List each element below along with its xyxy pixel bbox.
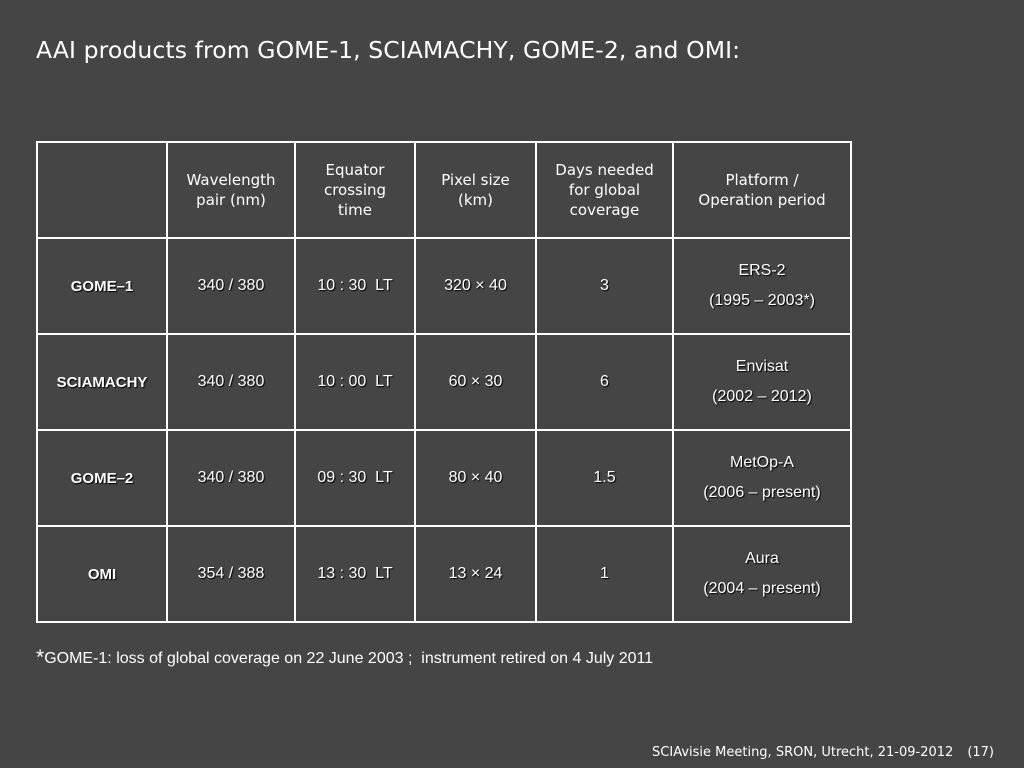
- platform-name: ERS-2: [738, 262, 786, 279]
- header-platform: Platform / Operation period: [672, 141, 852, 239]
- operation-period: (2004 – present): [703, 580, 821, 597]
- platform-cell: Envisat (2002 – 2012): [672, 333, 852, 431]
- page-number: (17): [967, 745, 994, 760]
- table-row: OMI 354 / 388 13 : 30 LT 13 × 24 1 Aura …: [36, 525, 852, 623]
- slide-title: AAI products from GOME-1, SCIAMACHY, GOM…: [36, 36, 741, 64]
- wavelength-value: 340 / 380: [166, 333, 296, 431]
- days-value: 6: [535, 333, 674, 431]
- days-value: 3: [535, 237, 674, 335]
- header-wavelength: Wavelength pair (nm): [166, 141, 296, 239]
- table-row: GOME–2 340 / 380 09 : 30 LT 80 × 40 1.5 …: [36, 429, 852, 527]
- equator-time-value: 13 : 30 LT: [294, 525, 416, 623]
- pixel-size-value: 80 × 40: [414, 429, 537, 527]
- meeting-info: SCIAvisie Meeting, SRON, Utrecht, 21-09-…: [652, 745, 954, 760]
- header-days-needed: Days needed for global coverage: [535, 141, 674, 239]
- operation-period: (1995 – 2003*): [709, 292, 815, 309]
- table-row: GOME–1 340 / 380 10 : 30 LT 320 × 40 3 E…: [36, 237, 852, 335]
- footnote: *GOME-1: loss of global coverage on 22 J…: [36, 646, 653, 670]
- wavelength-value: 340 / 380: [166, 429, 296, 527]
- table-row: SCIAMACHY 340 / 380 10 : 00 LT 60 × 30 6…: [36, 333, 852, 431]
- wavelength-value: 354 / 388: [166, 525, 296, 623]
- instrument-name: GOME–2: [36, 429, 168, 527]
- pixel-size-value: 320 × 40: [414, 237, 537, 335]
- equator-time-value: 10 : 30 LT: [294, 237, 416, 335]
- equator-time-value: 09 : 30 LT: [294, 429, 416, 527]
- pixel-size-value: 13 × 24: [414, 525, 537, 623]
- header-empty-cell: [36, 141, 168, 239]
- days-value: 1.5: [535, 429, 674, 527]
- footnote-marker: *: [36, 646, 45, 669]
- aai-products-table: Wavelength pair (nm) Equator crossing ti…: [36, 141, 852, 623]
- instrument-name: GOME–1: [36, 237, 168, 335]
- wavelength-value: 340 / 380: [166, 237, 296, 335]
- slide-footer: SCIAvisie Meeting, SRON, Utrecht, 21-09-…: [652, 745, 994, 760]
- header-equator-time: Equator crossing time: [294, 141, 416, 239]
- platform-cell: Aura (2004 – present): [672, 525, 852, 623]
- platform-name: Envisat: [735, 358, 789, 375]
- platform-cell: MetOp-A (2006 – present): [672, 429, 852, 527]
- operation-period: (2006 – present): [703, 484, 821, 501]
- operation-period: (2002 – 2012): [712, 388, 812, 405]
- days-value: 1: [535, 525, 674, 623]
- footnote-text: GOME-1: loss of global coverage on 22 Ju…: [44, 650, 654, 667]
- table-header-row: Wavelength pair (nm) Equator crossing ti…: [36, 141, 852, 239]
- platform-name: Aura: [745, 550, 779, 567]
- header-pixel-size: Pixel size (km): [414, 141, 537, 239]
- instrument-name: SCIAMACHY: [36, 333, 168, 431]
- platform-cell: ERS-2 (1995 – 2003*): [672, 237, 852, 335]
- instrument-name: OMI: [36, 525, 168, 623]
- platform-name: MetOp-A: [729, 454, 794, 471]
- equator-time-value: 10 : 00 LT: [294, 333, 416, 431]
- pixel-size-value: 60 × 30: [414, 333, 537, 431]
